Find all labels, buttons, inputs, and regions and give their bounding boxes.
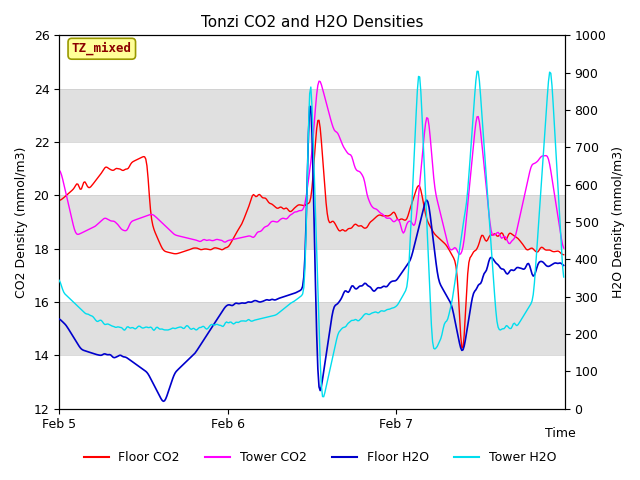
Text: Time: Time (545, 427, 576, 440)
Text: TZ_mixed: TZ_mixed (72, 42, 132, 56)
Y-axis label: CO2 Density (mmol/m3): CO2 Density (mmol/m3) (15, 146, 28, 298)
Legend: Floor CO2, Tower CO2, Floor H2O, Tower H2O: Floor CO2, Tower CO2, Floor H2O, Tower H… (79, 446, 561, 469)
Bar (59, 89, 565, 142)
Bar (59, 195, 565, 249)
Title: Tonzi CO2 and H2O Densities: Tonzi CO2 and H2O Densities (201, 15, 423, 30)
Bar (59, 302, 565, 355)
Y-axis label: H2O Density (mmol/m3): H2O Density (mmol/m3) (612, 146, 625, 298)
